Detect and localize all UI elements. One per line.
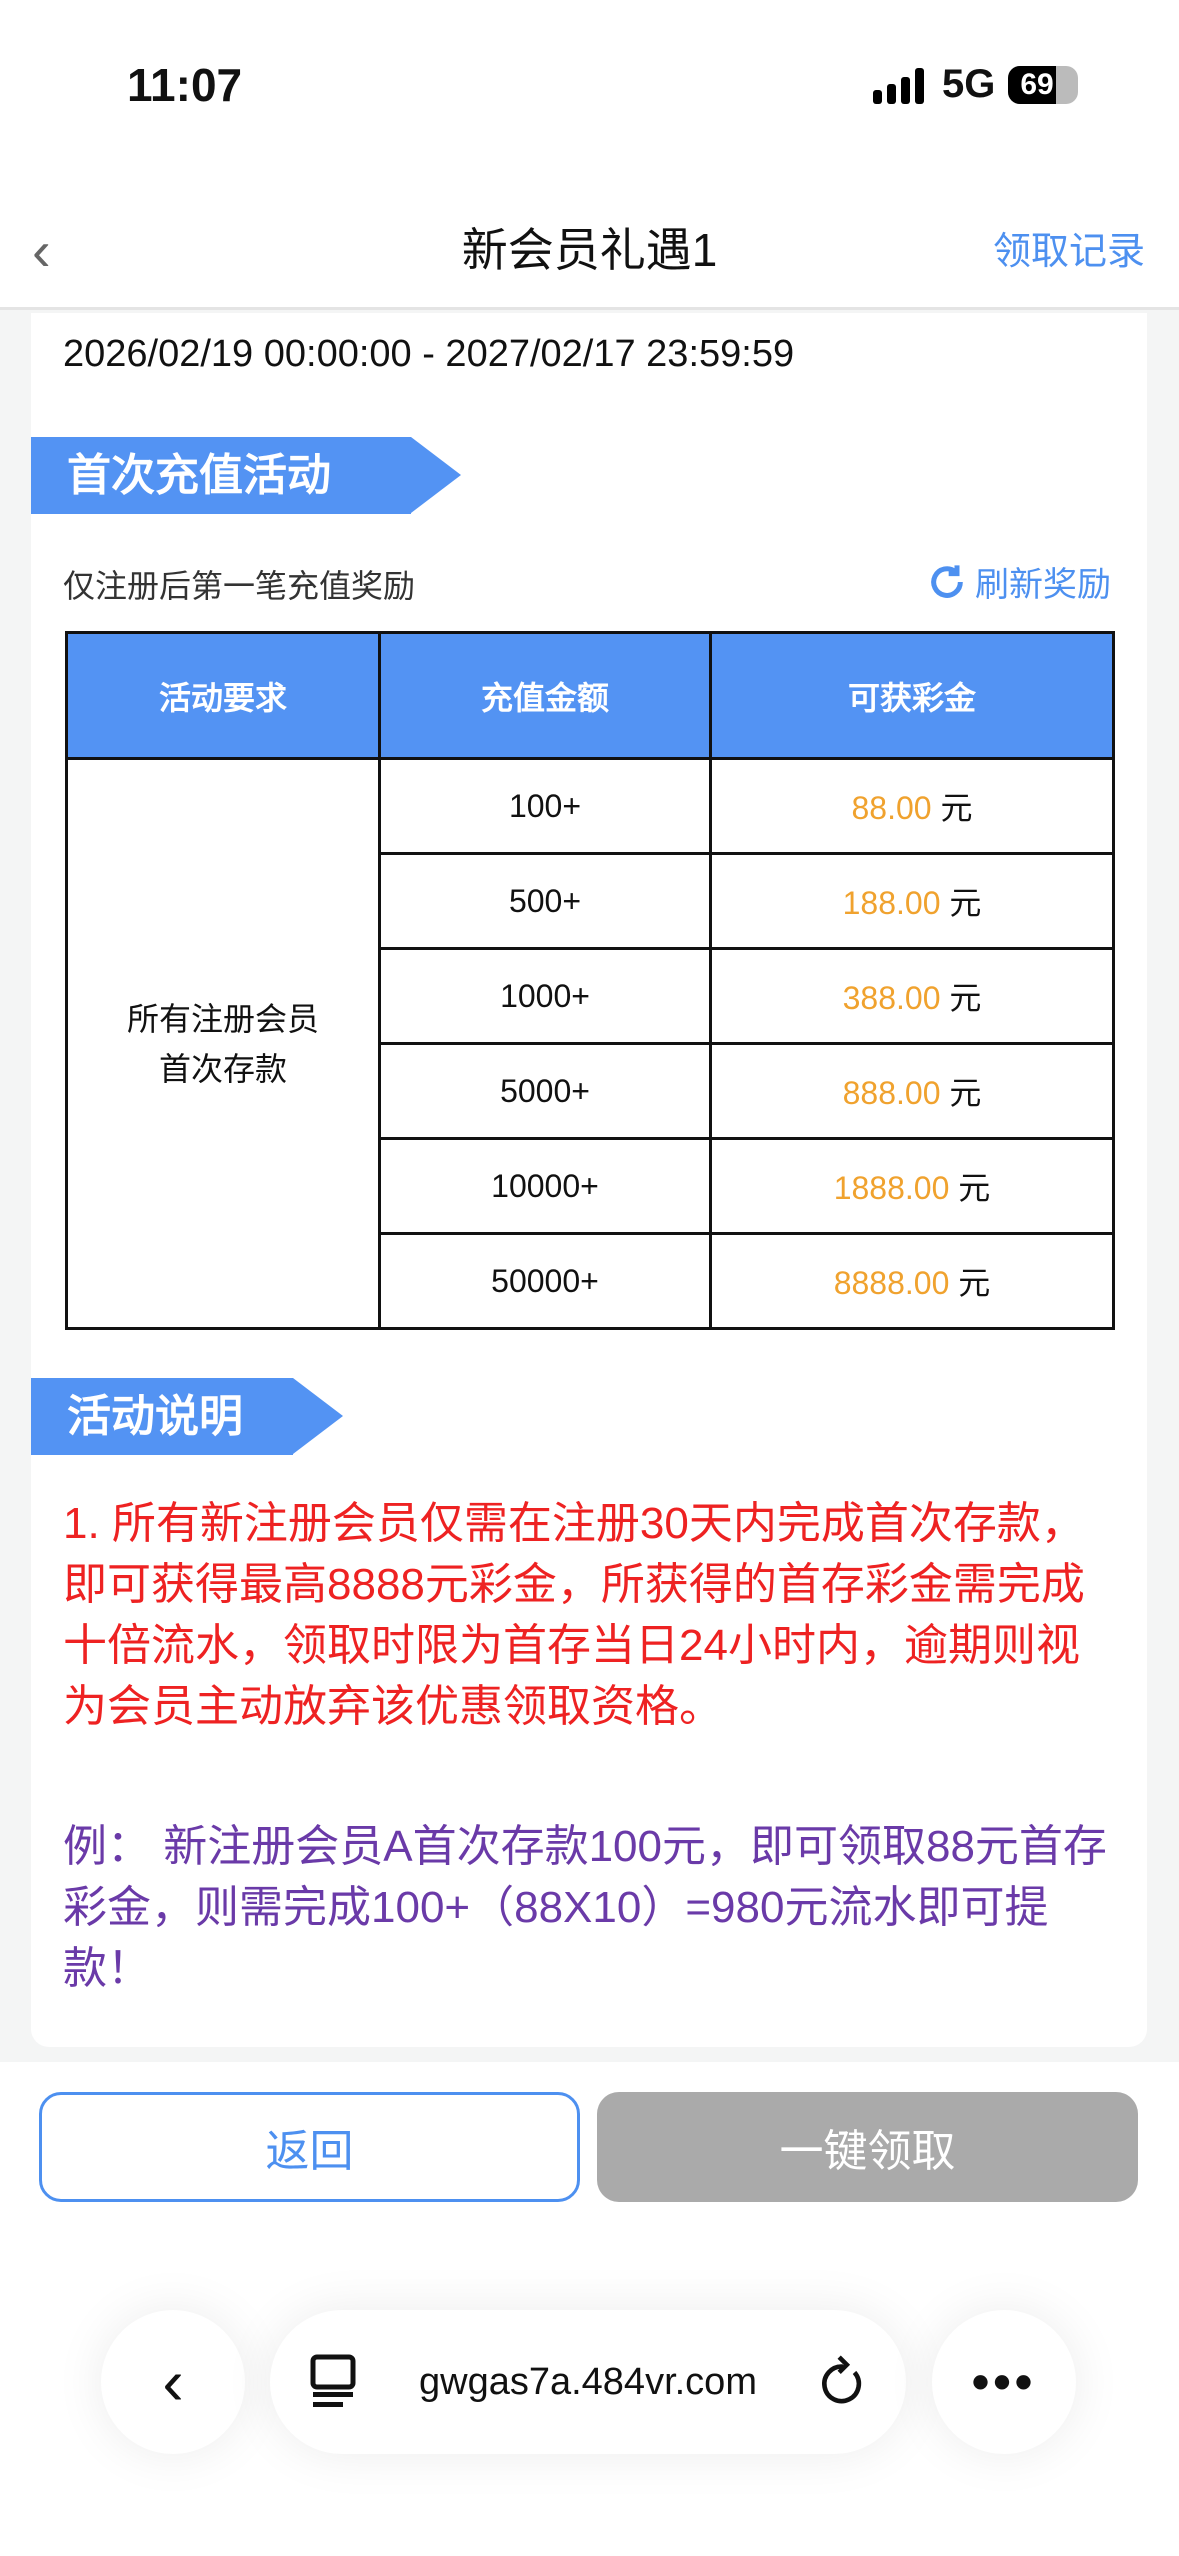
page-title: 新会员礼遇1 [461,224,718,276]
section-banner-first-deposit: 首次充值活动 [31,437,461,514]
bonus-cell: 388.00 元 [709,947,1115,1045]
table-header: 可获彩金 [709,631,1115,760]
amount-cell: 10000+ [378,1137,712,1235]
table-row: 50000+ 8888.00 元 [67,1232,1115,1330]
battery-level: 69 [1020,68,1054,101]
url-text: gwgas7a.484vr.com [419,2360,757,2403]
unit: 元 [949,885,982,921]
more-button[interactable]: ••• [932,2310,1076,2454]
browser-back-button[interactable]: ‹ [101,2310,245,2454]
amount-cell: 5000+ [378,1042,712,1140]
address-bar[interactable]: gwgas7a.484vr.com [270,2310,906,2454]
refresh-label: 刷新奖励 [975,566,1111,604]
unit: 元 [949,980,982,1016]
unit: 元 [958,1265,991,1301]
rule-text: 1. 所有新注册会员仅需在注册30天内完成首次存款，即可获得最高8888元彩金，… [63,1499,1085,1731]
amount-cell: 1000+ [378,947,712,1045]
amount-cell: 100+ [378,757,712,855]
unit: 元 [958,1170,991,1206]
back-button[interactable]: 返回 [39,2092,580,2202]
bonus-value: 1888.00 [833,1170,950,1206]
table-row: 5000+ 888.00 元 [67,1042,1115,1140]
status-bar: 11:07 5G 69 [0,0,1179,190]
claim-all-button[interactable]: 一键领取 [597,2092,1138,2202]
bonus-value: 88.00 [851,790,932,826]
table-row: 10000+ 1888.00 元 [67,1137,1115,1235]
footer: 返回 一键领取 ‹ gwgas7a.484vr.com ••• [0,2062,1179,2556]
chevron-left-icon: ‹ [162,2346,184,2418]
table-row: 500+ 188.00 元 [67,852,1115,950]
battery-icon: 69 [1008,66,1078,104]
bonus-value: 8888.00 [833,1265,950,1301]
bonus-cell: 8888.00 元 [709,1232,1115,1330]
table-header: 充值金额 [378,631,712,760]
refresh-reward-button[interactable]: 刷新奖励 [927,557,1111,606]
amount-cell: 50000+ [378,1232,712,1330]
refresh-icon [931,564,963,598]
amount-cell: 500+ [378,852,712,950]
bonus-cell: 88.00 元 [709,757,1115,855]
bonus-cell: 188.00 元 [709,852,1115,950]
table-row: 所有注册会员 首次存款 100+ 88.00 元 [65,757,1115,1330]
back-chevron-icon[interactable]: ‹ [32,219,51,282]
network-type: 5G [942,62,996,106]
bonus-value: 188.00 [842,885,941,921]
section-banner-description: 活动说明 [31,1378,343,1455]
unit: 元 [949,1075,982,1111]
claim-records-link[interactable]: 领取记录 [992,231,1145,273]
date-range: 2026/02/19 00:00:00 - 2027/02/17 23:59:5… [63,333,795,375]
bonus-value: 388.00 [842,980,941,1016]
more-dots-icon: ••• [971,2354,1037,2410]
nav-bar: ‹ 新会员礼遇1 领取记录 [0,190,1179,310]
table-header: 活动要求 [65,631,381,760]
clock: 11:07 [127,59,243,111]
bonus-cell: 1888.00 元 [709,1137,1115,1235]
bonus-cell: 888.00 元 [709,1042,1115,1140]
unit: 元 [940,790,973,826]
tabs-icon [310,2354,356,2407]
content-card: 2026/02/19 00:00:00 - 2027/02/17 23:59:5… [31,313,1147,2047]
table-row: 1000+ 388.00 元 [67,947,1115,1045]
example-text: 例： 新注册会员A首次存款100元，即可领取88元首存彩金，则需完成100+（8… [63,1822,1107,1993]
section-subtitle: 仅注册后第一笔充值奖励 [63,568,416,604]
reward-table: 活动要求 充值金额 可获彩金 所有注册会员 首次存款 100+ 88.00 元 500… [65,631,1115,1330]
signal-icon [873,68,924,104]
bonus-value: 888.00 [842,1075,941,1111]
requirement-cell: 所有注册会员 首次存款 [65,757,381,1330]
reload-icon[interactable] [820,2354,866,2410]
